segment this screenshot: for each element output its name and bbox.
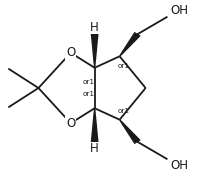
Text: H: H xyxy=(90,21,99,34)
Text: or1: or1 xyxy=(82,91,94,97)
Polygon shape xyxy=(91,33,98,68)
Polygon shape xyxy=(120,33,140,56)
Text: O: O xyxy=(66,46,75,59)
Text: OH: OH xyxy=(171,159,189,172)
Text: O: O xyxy=(66,117,75,130)
Text: or1: or1 xyxy=(118,108,130,114)
Text: H: H xyxy=(90,142,99,155)
Text: OH: OH xyxy=(171,4,189,17)
Polygon shape xyxy=(120,120,140,143)
Text: or1: or1 xyxy=(82,79,94,85)
Text: or1: or1 xyxy=(118,63,130,69)
Polygon shape xyxy=(91,108,98,143)
